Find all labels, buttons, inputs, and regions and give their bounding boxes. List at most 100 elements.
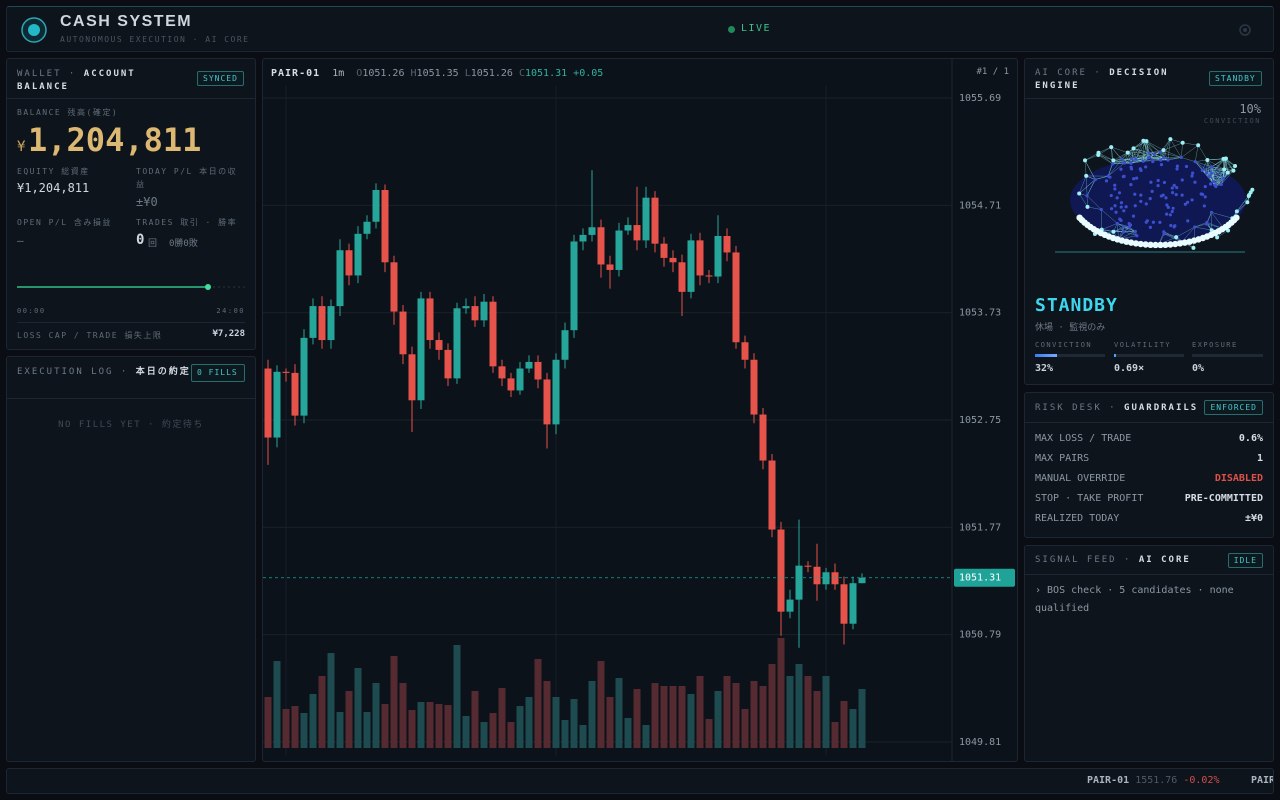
divider — [17, 322, 245, 323]
today-pl: ±¥0 — [136, 195, 158, 209]
change: +0.05 — [573, 68, 604, 79]
wallet-heading: WALLET · ACCOUNT BALANCE — [17, 68, 152, 94]
trades-unit: 回 — [148, 239, 158, 249]
idle-badge: IDLE — [1227, 553, 1263, 568]
page-indicator: #1 / 1 — [976, 67, 1009, 77]
signal-line: › BOS check · 5 candidates · none qualif… — [1035, 585, 1234, 614]
last-high: 1051.35 — [416, 68, 459, 79]
live-dot — [728, 26, 735, 33]
conviction-top: 10% — [1239, 102, 1261, 116]
trades: 0 — [136, 232, 145, 248]
ai-label: AI CORE · — [1035, 68, 1102, 78]
risk-key: MAX LOSS / TRADE — [1035, 433, 1132, 444]
risk-key: STOP · TAKE PROFIT — [1035, 493, 1144, 504]
wallet-panel: WALLET · ACCOUNT BALANCE SYNCED BALANCE … — [6, 58, 256, 350]
risk-key: MANUAL OVERRIDE — [1035, 473, 1126, 484]
ticker-item: PAIR-01 — [1251, 775, 1273, 786]
ticker-price: 1551.76 — [1135, 775, 1178, 786]
log-title: 本日の約定 — [135, 367, 191, 377]
divider — [1025, 98, 1273, 99]
ai-core-panel: AI CORE · DECISION ENGINE STANDBY 10% CO… — [1024, 58, 1274, 385]
risk-value: 1 — [1256, 453, 1263, 464]
signal-label: SIGNAL FEED · — [1035, 555, 1132, 565]
metric-label: CONVICTION — [1035, 341, 1093, 349]
wallet-label: WALLET · — [17, 69, 77, 79]
metric-value: 32% — [1035, 363, 1054, 374]
wallet-title: ACCOUNT BALANCE — [17, 69, 136, 92]
risk-key: MAX PAIRS — [1035, 453, 1090, 464]
record: 0勝0敗 — [169, 239, 198, 249]
ticker-item: PAIR-01 1551.76 -0.02% — [1087, 775, 1220, 786]
ohlc-prefix: O — [356, 68, 363, 79]
metric-label: VOLATILITY — [1114, 341, 1172, 349]
balance: 1,204,811 — [28, 121, 202, 159]
fills-badge: 0 FILLS — [191, 364, 245, 382]
execution-log-panel: EXECUTION LOG · 本日の約定 0 FILLS NO FILLS Y… — [6, 356, 256, 762]
currency: ¥ — [17, 139, 26, 155]
metric-track — [1035, 354, 1105, 357]
top-bar: CASH SYSTEM AUTONOMOUS EXECUTION · AI CO… — [6, 6, 1274, 52]
risk-panel: RISK DESK · GUARDRAILS ENFORCED MAX LOSS… — [1024, 392, 1274, 538]
loss-cap: ¥7,228 — [212, 329, 245, 339]
conviction-top-label: CONVICTION — [1203, 117, 1261, 125]
risk-value: DISABLED — [1214, 473, 1263, 484]
last-open: 1051.26 — [362, 68, 405, 79]
ticker-pair: PAIR-01 — [1251, 775, 1273, 786]
open-pl: — — [17, 234, 24, 247]
signal-heading: SIGNAL FEED · AI CORE — [1035, 555, 1191, 565]
metric-value: 0.69× — [1114, 363, 1145, 374]
enforced-badge: ENFORCED — [1204, 400, 1263, 415]
metric-track — [1192, 354, 1263, 357]
loss-cap-label: LOSS CAP / TRADE 損失上限 — [17, 331, 163, 340]
divider — [1025, 574, 1273, 575]
metric-fill — [1035, 354, 1057, 357]
metric-fill — [1114, 354, 1116, 357]
metric-label: EXPOSURE — [1192, 341, 1238, 349]
ticker-bar: PAIR-01 1551.76 -0.02% PAIR-01 — [6, 768, 1274, 794]
open-label: OPEN P/L 含み損益 — [17, 218, 112, 227]
equity-label: EQUITY 総資産 — [17, 167, 90, 176]
time-end: 24:00 — [216, 307, 245, 315]
risk-label: RISK DESK · — [1035, 403, 1117, 413]
ohlc-prefix: L — [464, 68, 471, 79]
risk-heading: RISK DESK · GUARDRAILS — [1035, 403, 1198, 413]
risk-value: ±¥0 — [1244, 513, 1263, 524]
ticker-change: -0.02% — [1183, 775, 1220, 786]
last-low: 1051.26 — [470, 68, 513, 79]
divider — [1025, 422, 1273, 423]
ohlc-prefix: H — [410, 68, 417, 79]
risk-value: 0.6% — [1238, 433, 1263, 444]
chart-panel: PAIR-01 1m O1051.26 H1051.35 L1051.26 C1… — [262, 58, 1018, 762]
pair: PAIR-01 — [271, 68, 321, 79]
sparkline — [17, 284, 245, 290]
state: STANDBY — [1035, 295, 1118, 316]
signal-title: AI CORE — [1138, 555, 1191, 565]
log-label: EXECUTION LOG · — [17, 367, 129, 377]
risk-key: REALIZED TODAY — [1035, 513, 1120, 524]
standby-badge: STANDBY — [1209, 71, 1262, 86]
settings-icon[interactable] — [1235, 21, 1255, 41]
divider — [7, 398, 255, 399]
balance-label: BALANCE 残高(確定) — [17, 108, 119, 117]
risk-title: GUARDRAILS — [1124, 403, 1199, 413]
metric-value: 0% — [1192, 363, 1205, 374]
signal-panel: SIGNAL FEED · AI CORE IDLE › BOS check ·… — [1024, 545, 1274, 762]
ohlc-prefix: C — [518, 68, 525, 79]
interval: 1m — [332, 68, 345, 79]
chart-header: PAIR-01 1m O1051.26 H1051.35 L1051.26 C1… — [271, 68, 603, 79]
metrics: CONVICTION 32% VOLATILITY 0.69× EXPOSURE… — [1035, 341, 1265, 381]
risk-value: PRE-COMMITTED — [1184, 493, 1263, 504]
app-title: CASH SYSTEM — [60, 13, 193, 30]
last-close: 1051.31 — [524, 68, 568, 79]
time-start: 00:00 — [17, 307, 46, 315]
ai-title: DECISION ENGINE — [1035, 68, 1169, 91]
today-label: TODAY P/L 本日の収益 — [136, 167, 238, 189]
live-status: LIVE — [741, 23, 772, 34]
logo — [21, 17, 47, 43]
metric-track — [1114, 354, 1184, 357]
ai-heading: AI CORE · DECISION ENGINE — [1035, 67, 1205, 93]
state-sub: 休場 · 監視のみ — [1035, 323, 1106, 333]
app-subtitle: AUTONOMOUS EXECUTION · AI CORE — [60, 35, 250, 44]
ticker-pair: PAIR-01 — [1087, 775, 1130, 786]
